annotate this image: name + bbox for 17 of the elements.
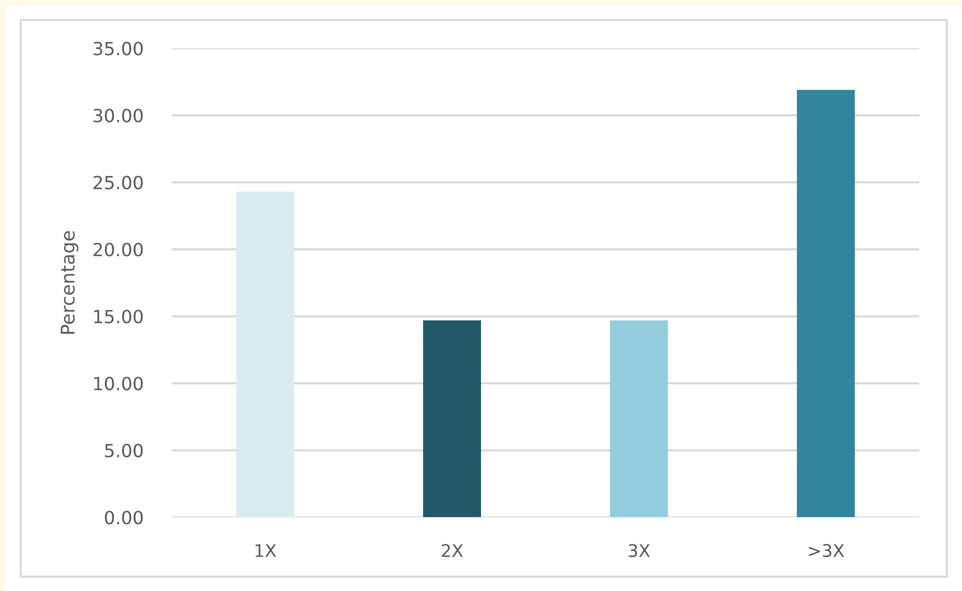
- y-axis-title: Percentage: [60, 231, 78, 334]
- y-tick-label: 0.00: [104, 510, 143, 524]
- bar: [610, 320, 668, 518]
- y-tick-label: 10.00: [94, 376, 143, 390]
- x-tick-label: 3X: [628, 544, 650, 558]
- bar: [796, 90, 855, 518]
- y-tick-label: 5.00: [105, 444, 143, 458]
- y-tick-label: 35.00: [94, 42, 143, 56]
- x-tick-label: 1X: [256, 544, 276, 557]
- y-tick-label: 15.00: [94, 310, 143, 324]
- y-tick-label: 20.00: [94, 242, 143, 256]
- x-tick-label: >3X: [808, 544, 844, 558]
- x-tick-label: 2X: [442, 544, 463, 557]
- y-tick-label: 25.00: [94, 176, 143, 190]
- bar: [423, 320, 482, 518]
- y-tick-label: 30.00: [94, 108, 143, 122]
- bar: [236, 192, 294, 518]
